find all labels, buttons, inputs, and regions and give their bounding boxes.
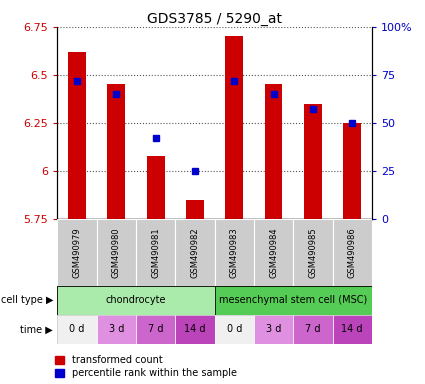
FancyBboxPatch shape xyxy=(96,219,136,286)
FancyBboxPatch shape xyxy=(293,315,332,344)
FancyBboxPatch shape xyxy=(96,315,136,344)
Text: time ▶: time ▶ xyxy=(20,324,53,334)
FancyBboxPatch shape xyxy=(332,219,372,286)
Text: chondrocyte: chondrocyte xyxy=(106,295,166,306)
Text: GSM490986: GSM490986 xyxy=(348,227,357,278)
Text: 0 d: 0 d xyxy=(227,324,242,334)
Text: GSM490984: GSM490984 xyxy=(269,227,278,278)
Text: 14 d: 14 d xyxy=(341,324,363,334)
FancyBboxPatch shape xyxy=(175,219,215,286)
Title: GDS3785 / 5290_at: GDS3785 / 5290_at xyxy=(147,12,282,26)
FancyBboxPatch shape xyxy=(136,315,175,344)
FancyBboxPatch shape xyxy=(215,219,254,286)
Text: GSM490980: GSM490980 xyxy=(112,227,121,278)
FancyBboxPatch shape xyxy=(57,219,96,286)
Text: 7 d: 7 d xyxy=(305,324,320,334)
Text: 3 d: 3 d xyxy=(266,324,281,334)
FancyBboxPatch shape xyxy=(254,315,293,344)
Text: 7 d: 7 d xyxy=(148,324,163,334)
FancyBboxPatch shape xyxy=(332,315,372,344)
FancyBboxPatch shape xyxy=(293,219,332,286)
Bar xyxy=(343,123,361,219)
Text: GSM490981: GSM490981 xyxy=(151,227,160,278)
Bar xyxy=(68,52,86,219)
Text: cell type ▶: cell type ▶ xyxy=(0,295,53,306)
Bar xyxy=(186,200,204,219)
Text: mesenchymal stem cell (MSC): mesenchymal stem cell (MSC) xyxy=(219,295,367,306)
FancyBboxPatch shape xyxy=(136,219,175,286)
FancyBboxPatch shape xyxy=(57,315,96,344)
Bar xyxy=(108,84,125,219)
Bar xyxy=(265,84,283,219)
FancyBboxPatch shape xyxy=(254,219,293,286)
Text: 3 d: 3 d xyxy=(109,324,124,334)
Text: GSM490979: GSM490979 xyxy=(73,227,82,278)
FancyBboxPatch shape xyxy=(215,315,254,344)
Text: 14 d: 14 d xyxy=(184,324,206,334)
Legend: transformed count, percentile rank within the sample: transformed count, percentile rank withi… xyxy=(54,354,238,379)
Bar xyxy=(225,36,243,219)
FancyBboxPatch shape xyxy=(215,286,372,315)
Bar xyxy=(304,104,322,219)
FancyBboxPatch shape xyxy=(175,315,215,344)
Text: GSM490982: GSM490982 xyxy=(190,227,199,278)
Text: GSM490985: GSM490985 xyxy=(309,227,317,278)
FancyBboxPatch shape xyxy=(57,286,215,315)
Text: 0 d: 0 d xyxy=(69,324,85,334)
Text: GSM490983: GSM490983 xyxy=(230,227,239,278)
Bar xyxy=(147,156,164,219)
